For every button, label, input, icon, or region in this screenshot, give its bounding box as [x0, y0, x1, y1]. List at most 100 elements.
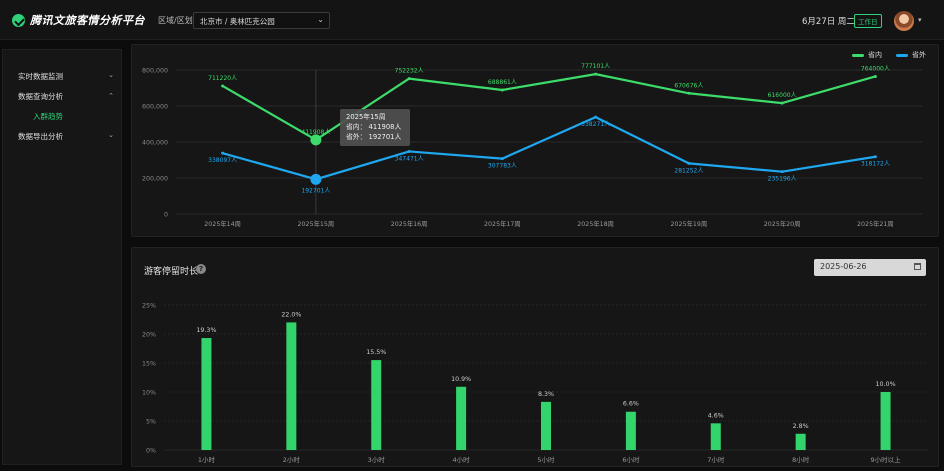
day-type-badge: 工作日: [854, 14, 882, 28]
bar: [795, 433, 806, 450]
y-tick-label: 0%: [146, 448, 156, 455]
data-point: [594, 115, 598, 119]
data-label: 411908人: [301, 129, 330, 136]
calendar-icon: [914, 263, 921, 270]
chevron-up-icon: ⌃: [108, 92, 114, 100]
data-label: 19.3%: [196, 327, 216, 334]
sidebar-subitem-trend[interactable]: 入群趋势: [33, 111, 63, 122]
x-tick-label: 8小时: [792, 455, 810, 464]
x-tick-label: 2025年20周: [764, 219, 801, 228]
data-label: 6.6%: [623, 401, 639, 408]
data-point: [310, 134, 322, 146]
data-point: [221, 84, 225, 88]
question-icon[interactable]: ?: [196, 264, 206, 274]
logo-icon: [12, 13, 25, 27]
chevron-down-icon: ⌄: [108, 71, 114, 79]
date-picker[interactable]: 2025-06-26: [814, 259, 926, 276]
avatar[interactable]: [894, 11, 914, 31]
legend-label: 省外: [912, 51, 926, 59]
bar: [625, 411, 636, 450]
x-tick-label: 7小时: [707, 455, 725, 464]
legend-item-out[interactable]: 省外: [896, 50, 926, 60]
series-line-out: [222, 116, 876, 181]
data-point: [500, 157, 504, 161]
data-point: [594, 72, 598, 76]
data-label: 10.0%: [876, 381, 896, 388]
x-tick-label: 2小时: [283, 455, 301, 464]
series-line-in: [222, 73, 876, 141]
data-point: [221, 151, 225, 155]
data-label: 688861人: [488, 79, 517, 86]
data-point: [873, 74, 877, 78]
data-point: [310, 173, 322, 185]
y-tick-label: 25%: [142, 303, 156, 310]
sidebar: 实时数据监测 ⌄ 数据查询分析 ⌃ 入群趋势 数据导出分析 ⌄: [2, 49, 122, 465]
sidebar-item-query[interactable]: 数据查询分析 ⌃: [18, 91, 114, 102]
tooltip-title: 2025年15周: [346, 113, 386, 121]
chart-legend: 省内 省外: [852, 50, 926, 60]
x-tick-label: 9小时以上: [870, 455, 901, 464]
y-tick-label: 0: [164, 212, 168, 219]
sidebar-item-label: 数据导出分析: [18, 132, 63, 141]
data-point: [407, 149, 411, 153]
legend-label: 省内: [868, 51, 882, 59]
x-tick-label: 3小时: [368, 455, 386, 464]
y-tick-label: 5%: [146, 419, 156, 426]
y-tick-label: 600,000: [142, 104, 168, 111]
date-value: 2025-06-26: [820, 262, 867, 271]
sidebar-item-label: 实时数据监测: [18, 72, 63, 81]
line-chart: 0 200,000 400,000 600,000 800,000 2025年14周 202…: [142, 63, 922, 228]
data-label: 8.3%: [538, 391, 554, 398]
x-tick-label: 1小时: [198, 455, 216, 464]
legend-swatch: [852, 53, 864, 57]
chevron-down-icon: ⌄: [108, 131, 114, 139]
data-label: 711220人: [208, 75, 237, 82]
region-select[interactable]: 北京市 / 奥林匹克公园 ⌄: [193, 12, 330, 29]
x-tick-label: 4小时: [453, 455, 471, 464]
data-label: 752232人: [395, 68, 424, 75]
data-label: 670676人: [674, 82, 703, 89]
data-point: [500, 88, 504, 92]
x-tick-label: 2025年17周: [484, 219, 521, 228]
legend-item-in[interactable]: 省内: [852, 50, 882, 60]
app-title: 腾讯文旅客情分析平台: [30, 14, 145, 27]
sidebar-item-export[interactable]: 数据导出分析 ⌄: [18, 131, 114, 142]
y-tick-label: 400,000: [142, 140, 168, 147]
bar: [541, 401, 551, 450]
top-bar: 腾讯文旅客情分析平台 区域/区划 北京市 / 奥林匹克公园 ⌄ 6月27日 周二…: [0, 0, 944, 40]
data-label: 338097人: [208, 157, 237, 164]
sidebar-item-realtime[interactable]: 实时数据监测 ⌄: [18, 71, 114, 82]
bar: [710, 423, 721, 450]
y-tick-label: 10%: [142, 390, 156, 397]
x-tick-label: 2025年15周: [298, 219, 335, 228]
panel-title: 游客停留时长: [144, 267, 199, 277]
sidebar-item-label: 入群趋势: [33, 112, 63, 121]
data-label: 281252人: [674, 167, 703, 174]
data-label: 2.8%: [793, 423, 809, 430]
data-label: 764000人: [861, 65, 890, 72]
data-label: 538271人: [581, 121, 610, 128]
data-label: 15.5%: [366, 349, 386, 356]
caret-down-icon[interactable]: ▾: [918, 16, 922, 24]
data-point: [780, 170, 784, 174]
x-tick-label: 2025年14周: [204, 219, 241, 228]
data-label: 307783人: [488, 163, 517, 170]
data-label: 10.9%: [451, 376, 471, 383]
region-value: 北京市 / 奥林匹克公园: [200, 17, 275, 26]
stay-duration-panel: 游客停留时长 ? 2025-06-26 0% 5% 10% 15% 20% 25% 19.3…: [131, 247, 939, 467]
tooltip-line-in: 省内： 411908人: [346, 123, 402, 131]
data-label: 192701人: [301, 187, 330, 194]
bar-chart: 0% 5% 10% 15% 20% 25% 19.3% 1小时 22.0% 2小时 15.5% 3小时…: [142, 303, 928, 464]
app-logo[interactable]: 腾讯文旅客情分析平台: [12, 12, 145, 28]
bar: [371, 360, 382, 450]
data-point: [687, 161, 691, 165]
region-label: 区域/区划: [158, 16, 193, 25]
bar: [201, 338, 212, 450]
legend-swatch: [896, 53, 908, 57]
data-point: [780, 101, 784, 105]
sidebar-item-label: 数据查询分析: [18, 92, 63, 101]
tooltip-line-out: 省外： 192701人: [346, 133, 402, 141]
x-tick-label: 2025年16周: [391, 219, 428, 228]
y-tick-label: 800,000: [142, 68, 168, 75]
x-tick-label: 2025年18周: [577, 219, 614, 228]
